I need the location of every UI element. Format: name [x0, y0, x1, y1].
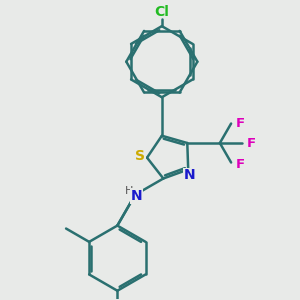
- Text: F: F: [236, 117, 245, 130]
- Text: N: N: [130, 189, 142, 203]
- Text: S: S: [135, 149, 145, 163]
- Text: Cl: Cl: [154, 5, 169, 19]
- Text: F: F: [247, 136, 256, 149]
- Text: N: N: [184, 168, 195, 182]
- Text: H: H: [125, 186, 134, 196]
- Text: F: F: [236, 158, 245, 171]
